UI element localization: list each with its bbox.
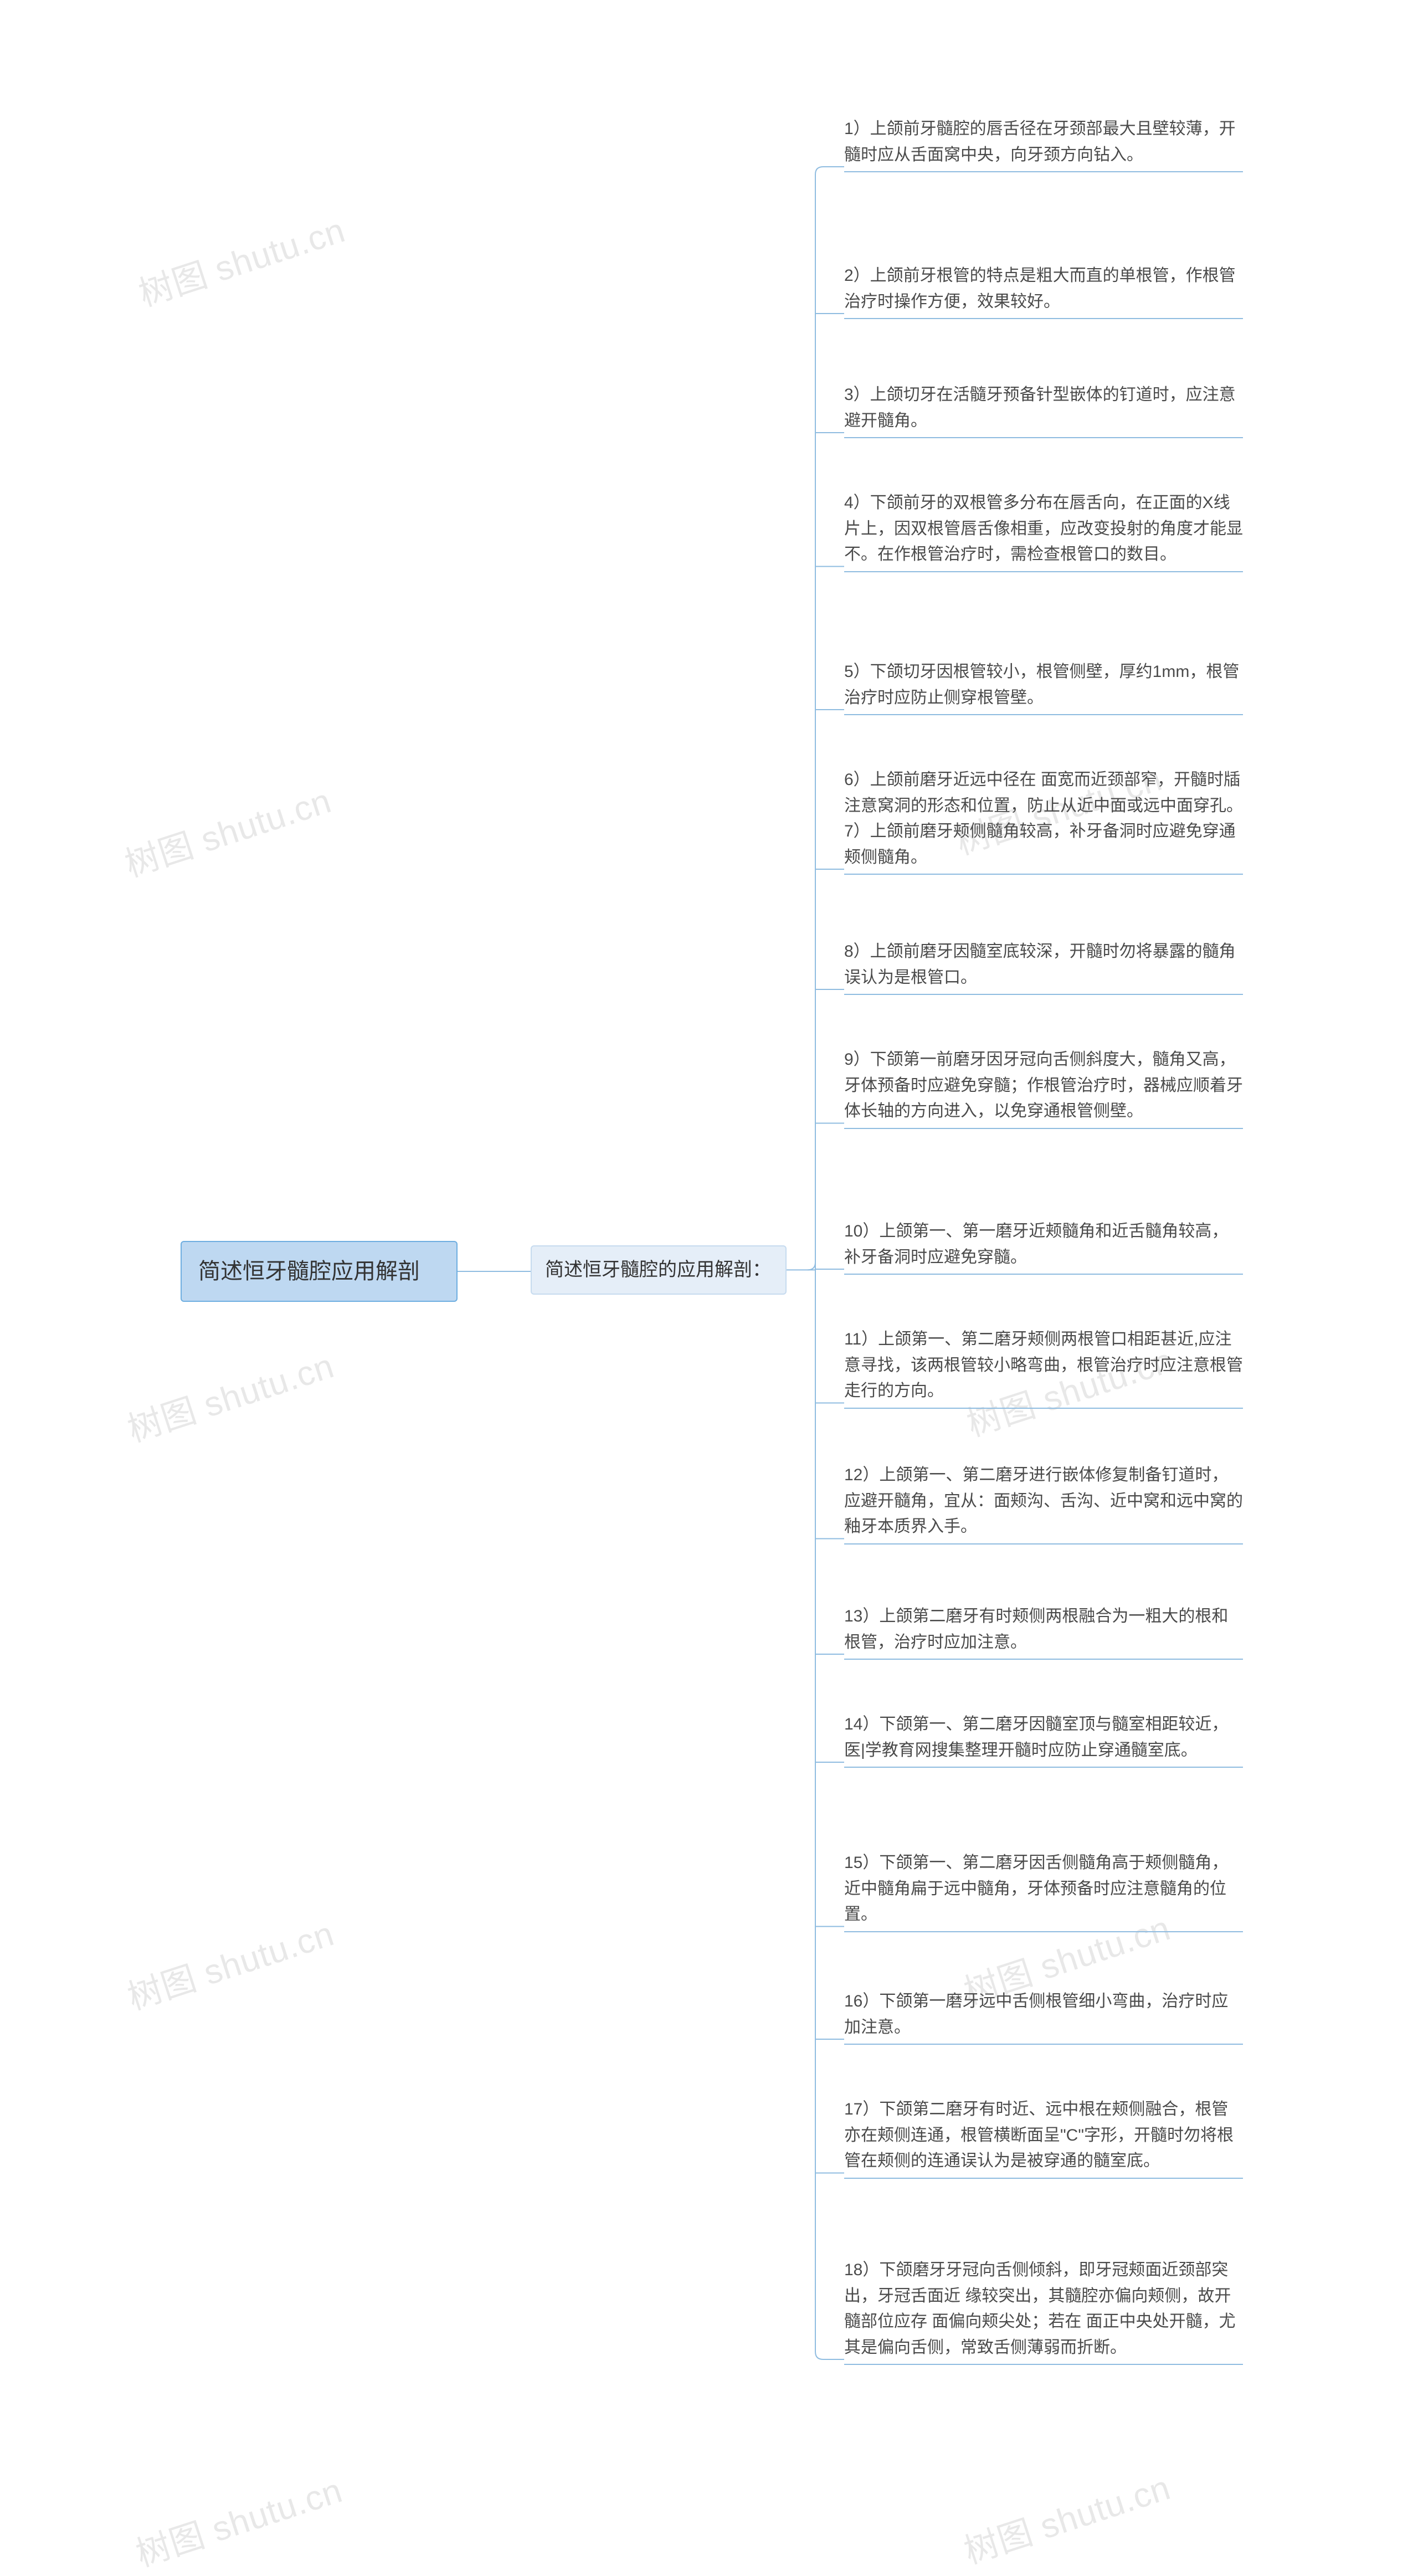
leaf-node[interactable]: 11）上颌第一、第二磨牙颊侧两根管口相距甚近,应注意寻找，该两根管较小略弯曲，根… (844, 1327, 1243, 1404)
watermark-text: 树图 shutu.cn (117, 773, 336, 886)
leaf-underline (844, 2364, 1243, 2365)
leaf-node[interactable]: 5）下颌切牙因根管较小，根管侧壁，厚约1mm，根管治疗时应防止侧穿根管壁。 (844, 659, 1243, 711)
leaf-node[interactable]: 2）上颌前牙根管的特点是粗大而直的单根管，作根管治疗时操作方便，效果较好。 (844, 263, 1243, 315)
leaf-node[interactable]: 12）上颌第一、第二磨牙进行嵌体修复制备钉道时，应避开髓角，宜从：面颊沟、舌沟、… (844, 1463, 1243, 1540)
leaf-underline (844, 1408, 1243, 1409)
root-node[interactable]: 简述恒牙髓腔应用解剖 (181, 1241, 458, 1302)
leaf-underline (844, 874, 1243, 875)
leaf-underline (844, 1128, 1243, 1129)
leaf-node[interactable]: 14）下颌第一、第二磨牙因髓室顶与髓室相距较近，医|学教育网搜集整理开髓时应防止… (844, 1712, 1243, 1763)
leaf-underline (844, 714, 1243, 715)
leaf-node[interactable]: 8）上颌前磨牙因髓室底较深，开髓时勿将暴露的髓角误认为是根管口。 (844, 939, 1243, 991)
leaf-node[interactable]: 9）下颌第一前磨牙因牙冠向舌侧斜度大，髓角又高，牙体预备时应避免穿髓；作根管治疗… (844, 1047, 1243, 1125)
leaf-node[interactable]: 10）上颌第一、第一磨牙近颊髓角和近舌髓角较高，补牙备洞时应避免穿髓。 (844, 1219, 1243, 1270)
leaf-node[interactable]: 6）上颌前磨牙近远中径在 面宽而近颈部窄，开髓时牐注意窝洞的形态和位置，防止从近… (844, 767, 1243, 870)
watermark-text: 树图 shutu.cn (131, 202, 350, 316)
watermark-text: 树图 shutu.cn (120, 1338, 339, 1451)
leaf-underline (844, 1659, 1243, 1660)
leaf-underline (844, 318, 1243, 319)
leaf-node[interactable]: 1）上颌前牙髓腔的唇舌径在牙颈部最大且壁较薄，开髓时应从舌面窝中央，向牙颈方向钻… (844, 116, 1243, 168)
leaf-node[interactable]: 4）下颌前牙的双根管多分布在唇舌向，在正面的X线片上，因双根管唇舌像相重，应改变… (844, 490, 1243, 568)
leaf-underline (844, 1931, 1243, 1932)
leaf-node[interactable]: 17）下颌第二磨牙有时近、远中根在颊侧融合，根管亦在颊侧连通，根管横断面呈"C"… (844, 2097, 1243, 2174)
leaf-node[interactable]: 3）上颌切牙在活髓牙预备针型嵌体的钉道时，应注意避开髓角。 (844, 382, 1243, 434)
leaf-underline (844, 1543, 1243, 1544)
level1-node[interactable]: 简述恒牙髓腔的应用解剖： (531, 1245, 787, 1295)
watermark-text: 树图 shutu.cn (120, 1906, 339, 2019)
leaf-underline (844, 1274, 1243, 1275)
leaf-underline (844, 571, 1243, 572)
watermark-text: 树图 shutu.cn (957, 2460, 1175, 2573)
leaf-underline (844, 1767, 1243, 1768)
mindmap-canvas: 树图 shutu.cn 树图 shutu.cn 树图 shutu.cn 树图 shut… (0, 0, 1418, 2557)
leaf-node[interactable]: 15）下颌第一、第二磨牙因舌侧髓角高于颊侧髓角，近中髓角扁于远中髓角，牙体预备时… (844, 1850, 1243, 1928)
leaf-underline (844, 994, 1243, 995)
leaf-node[interactable]: 18）下颌磨牙牙冠向舌侧倾斜，即牙冠颊面近颈部突出，牙冠舌面近 缘较突出，其髓腔… (844, 2257, 1243, 2361)
watermark-text: 树图 shutu.cn (129, 2462, 347, 2576)
leaf-underline (844, 171, 1243, 172)
leaf-underline (844, 2044, 1243, 2045)
leaf-node[interactable]: 13）上颌第二磨牙有时颊侧两根融合为一粗大的根和根管，治疗时应加注意。 (844, 1604, 1243, 1655)
leaf-underline (844, 437, 1243, 438)
leaf-underline (844, 2178, 1243, 2179)
leaf-node[interactable]: 16）下颌第一磨牙远中舌侧根管细小弯曲，治疗时应加注意。 (844, 1989, 1243, 2040)
